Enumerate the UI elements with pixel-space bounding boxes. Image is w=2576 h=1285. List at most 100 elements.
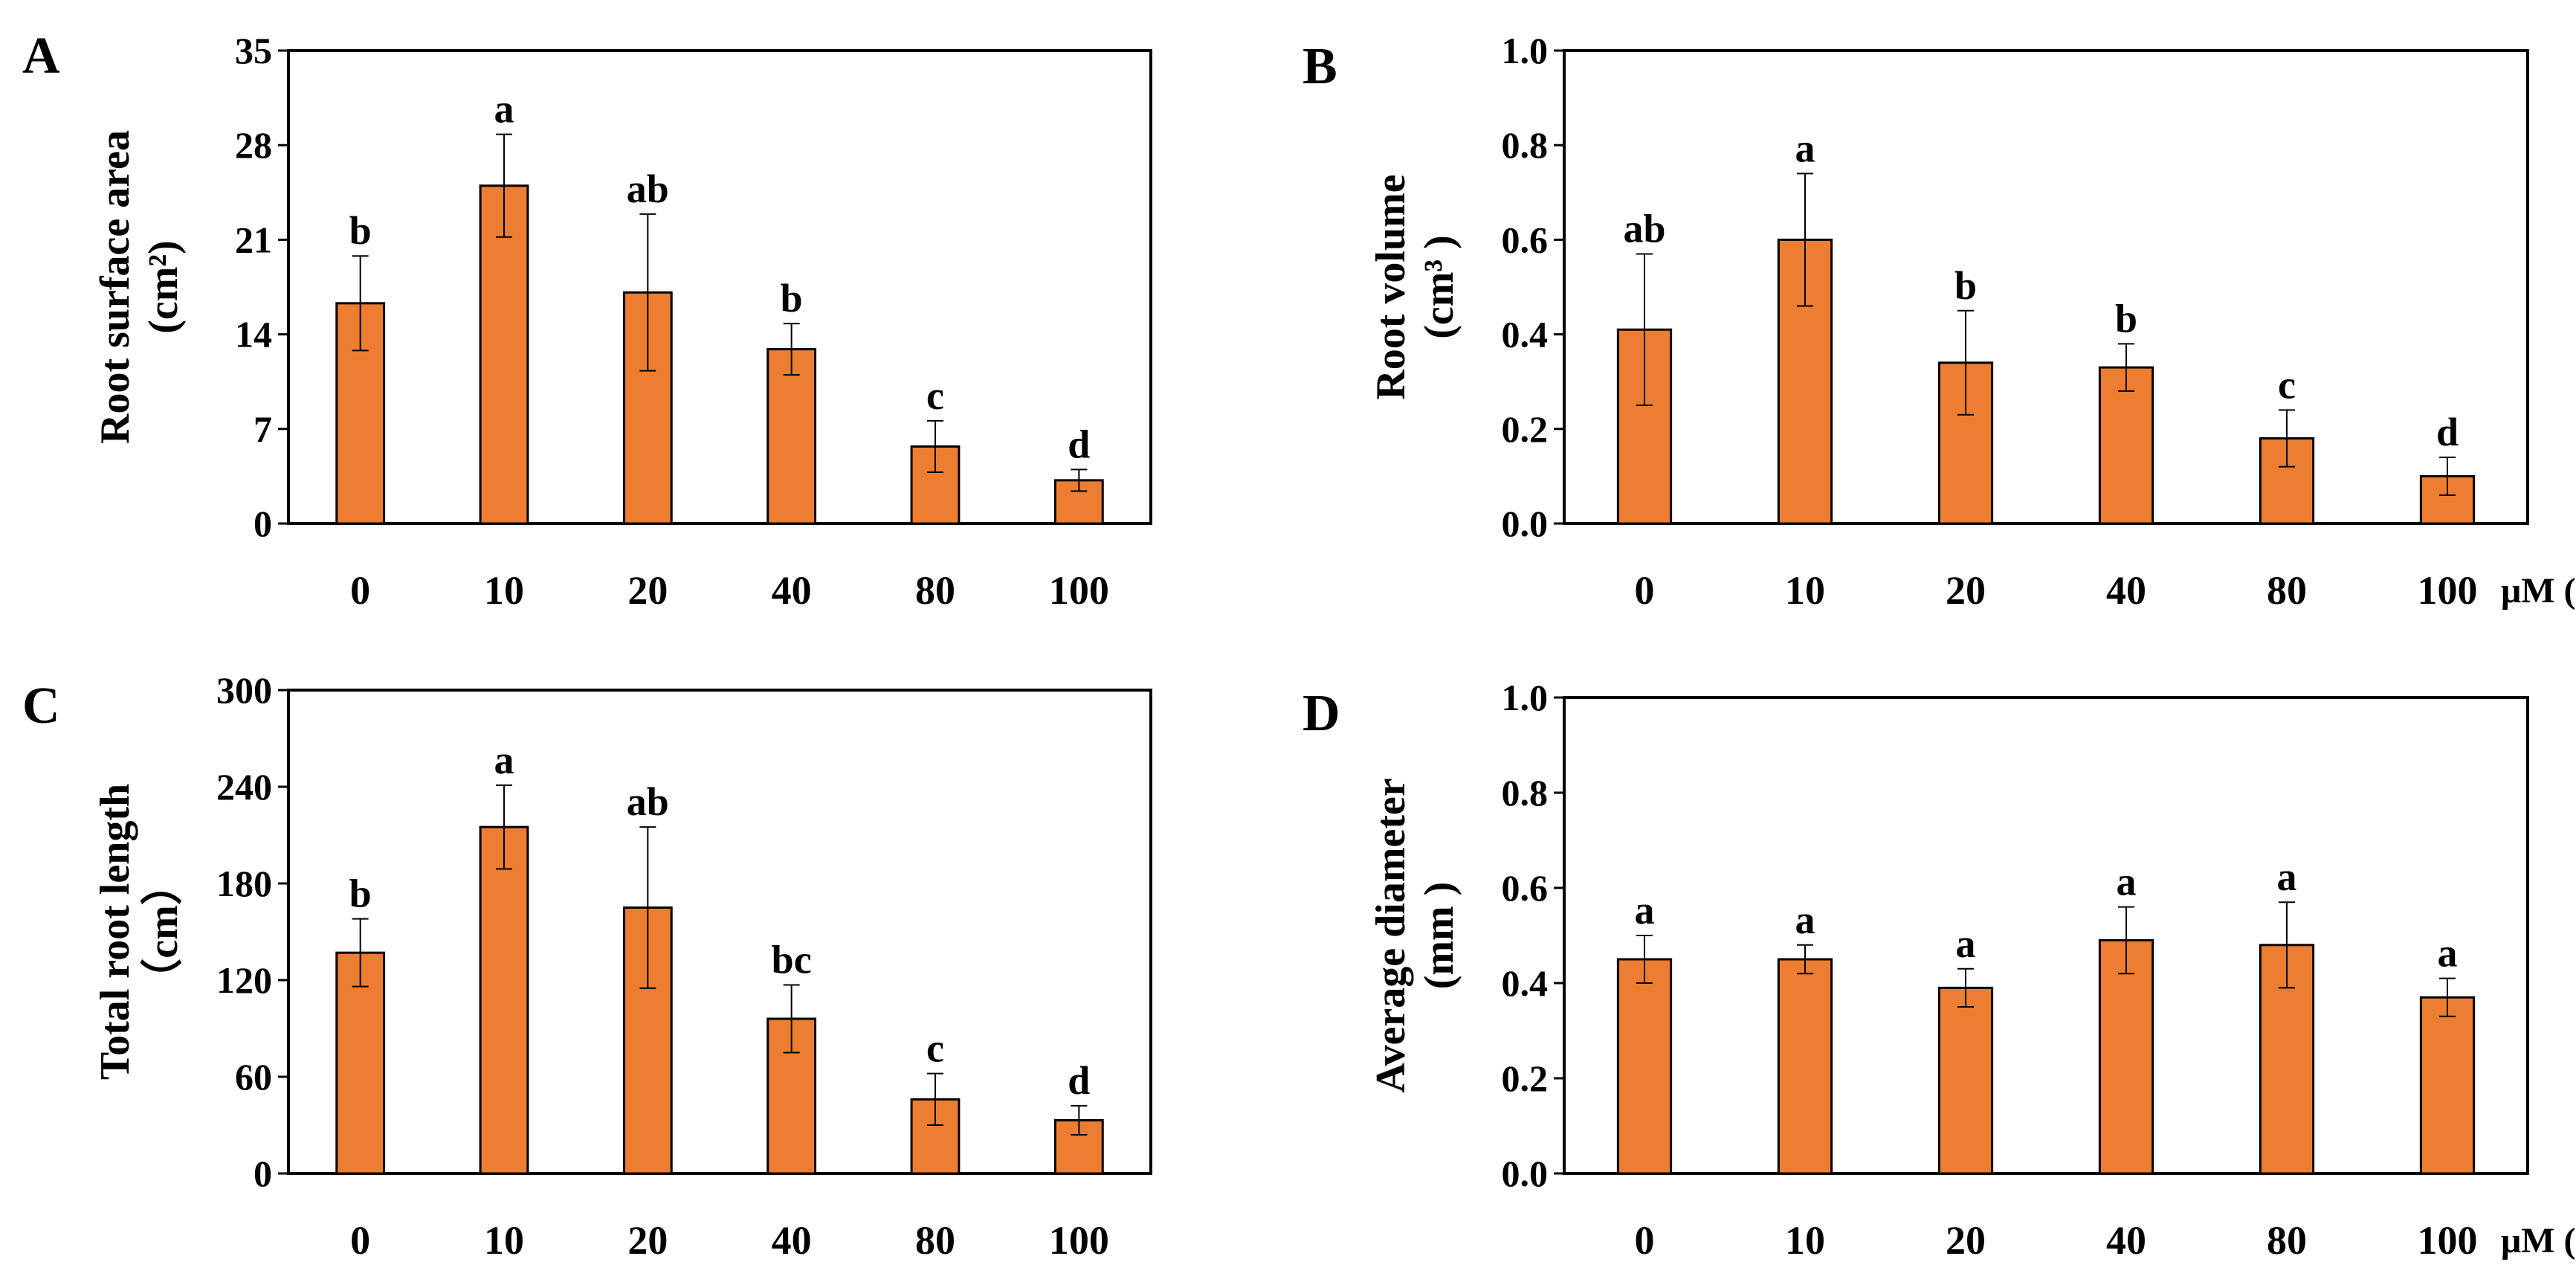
panel-a: A 0 7 14 21 28 35 Root surface area (cm²) b 0 a 10 ab… <box>22 28 1152 613</box>
y-axis-label: Root volume <box>1368 174 1414 399</box>
significance-letter: a <box>494 738 514 782</box>
plot-frame <box>287 689 1152 1175</box>
y-tick-label: 7 <box>254 408 272 450</box>
x-tick-label: 0 <box>350 1218 370 1263</box>
x-tick-label: 10 <box>1785 1218 1825 1263</box>
significance-letter: c <box>926 373 944 418</box>
panel-letter: A <box>22 28 60 85</box>
significance-letter: a <box>2277 854 2297 899</box>
bar <box>1777 958 1833 1175</box>
significance-letter: b <box>349 872 372 916</box>
significance-letter: d <box>1068 1058 1090 1103</box>
y-tick-label: 240 <box>216 766 272 808</box>
y-tick-label: 21 <box>235 219 272 260</box>
y-axis-label: Average diameter <box>1368 778 1414 1092</box>
significance-letter: d <box>1068 422 1090 466</box>
bar <box>766 348 817 525</box>
panel-letter: D <box>1302 685 1340 742</box>
x-tick-label: 10 <box>484 568 524 613</box>
significance-letter: a <box>494 87 514 132</box>
bar <box>1616 958 1673 1175</box>
y-tick-label: 300 <box>216 669 272 711</box>
y-axis-unit: (mm ) <box>1416 882 1462 990</box>
y-tick-label: 0.8 <box>1502 772 1549 814</box>
x-tick-label: 20 <box>627 568 668 613</box>
y-tick-label: 0.2 <box>1502 1057 1549 1099</box>
y-tick-label: 0.0 <box>1502 1153 1549 1194</box>
plot-frame <box>287 49 1152 525</box>
y-tick-label: 35 <box>235 30 272 71</box>
x-axis-unit: μM (Se) <box>2501 571 2576 611</box>
y-tick-label: 0 <box>254 1153 272 1194</box>
y-axis-label: Total root length <box>92 784 138 1080</box>
y-tick-label: 180 <box>216 863 272 904</box>
x-tick-label: 100 <box>2418 568 2478 613</box>
significance-letter: b <box>2115 296 2137 341</box>
y-tick-label: 60 <box>235 1056 272 1098</box>
significance-letter: b <box>781 276 803 321</box>
plot-frame <box>1563 696 2529 1175</box>
x-tick-label: 100 <box>2418 1218 2478 1263</box>
bar <box>2419 474 2476 525</box>
y-tick-label: 0.4 <box>1502 962 1549 1004</box>
x-axis-unit: μM (Se) <box>2501 1221 2576 1260</box>
x-tick-label: 0 <box>1635 1218 1655 1263</box>
bar <box>479 184 529 525</box>
panel-letter: C <box>22 677 60 735</box>
bar <box>2098 366 2154 525</box>
significance-letter: d <box>2436 410 2459 454</box>
y-axis-unit: (cm³ ) <box>1416 235 1462 339</box>
y-axis-label: Root surface area <box>92 130 138 444</box>
significance-letter: bc <box>772 938 812 982</box>
significance-letter: b <box>349 208 372 253</box>
significance-letter: a <box>1635 888 1655 933</box>
significance-letter: ab <box>627 167 669 211</box>
significance-letter: c <box>926 1026 944 1071</box>
bar <box>2098 938 2154 1175</box>
x-tick-label: 80 <box>2267 1218 2307 1263</box>
y-tick-label: 0.8 <box>1502 124 1549 166</box>
x-tick-label: 10 <box>484 1218 524 1263</box>
significance-letter: a <box>2117 860 2137 904</box>
y-tick-label: 0.6 <box>1502 867 1549 909</box>
significance-letter: ab <box>627 779 669 824</box>
x-tick-label: 20 <box>1946 1218 1986 1263</box>
significance-letter: a <box>1795 898 1815 942</box>
y-tick-label: 1.0 <box>1502 677 1549 718</box>
x-tick-label: 100 <box>1049 568 1109 613</box>
x-tick-label: 100 <box>1049 1218 1109 1263</box>
y-axis-unit: （cm） <box>140 863 187 1000</box>
bar <box>2419 996 2476 1175</box>
panel-c: C 0 60 120 180 240 300 Total root length （cm） b 0 a… <box>22 669 1152 1263</box>
significance-letter: b <box>1954 263 1977 308</box>
y-tick-label: 120 <box>216 959 272 1001</box>
y-tick-label: 14 <box>235 314 272 355</box>
x-tick-label: 20 <box>627 1218 668 1263</box>
significance-letter: ab <box>1623 206 1665 251</box>
x-tick-label: 20 <box>1946 568 1986 613</box>
x-tick-label: 40 <box>772 1218 812 1263</box>
x-tick-label: 80 <box>2267 568 2307 613</box>
x-tick-label: 80 <box>915 1218 955 1263</box>
y-axis-unit: (cm²) <box>141 240 187 334</box>
y-tick-label: 0 <box>254 503 272 544</box>
bar <box>479 825 529 1175</box>
bar <box>335 951 386 1175</box>
significance-letter: a <box>1795 126 1815 170</box>
significance-letter: c <box>2278 362 2296 407</box>
x-tick-label: 10 <box>1785 568 1825 613</box>
panel-letter: B <box>1302 38 1337 95</box>
x-tick-label: 0 <box>1635 568 1655 613</box>
y-tick-label: 0.6 <box>1502 219 1549 260</box>
y-tick-label: 0.4 <box>1502 314 1549 355</box>
y-tick-label: 0.0 <box>1502 503 1549 544</box>
bar <box>1937 986 1994 1175</box>
y-tick-label: 1.0 <box>1502 30 1549 71</box>
x-tick-label: 40 <box>772 568 812 613</box>
significance-letter: a <box>1956 921 1976 966</box>
x-tick-label: 80 <box>915 568 955 613</box>
x-tick-label: 40 <box>2106 568 2146 613</box>
significance-letter: a <box>2438 931 2458 976</box>
